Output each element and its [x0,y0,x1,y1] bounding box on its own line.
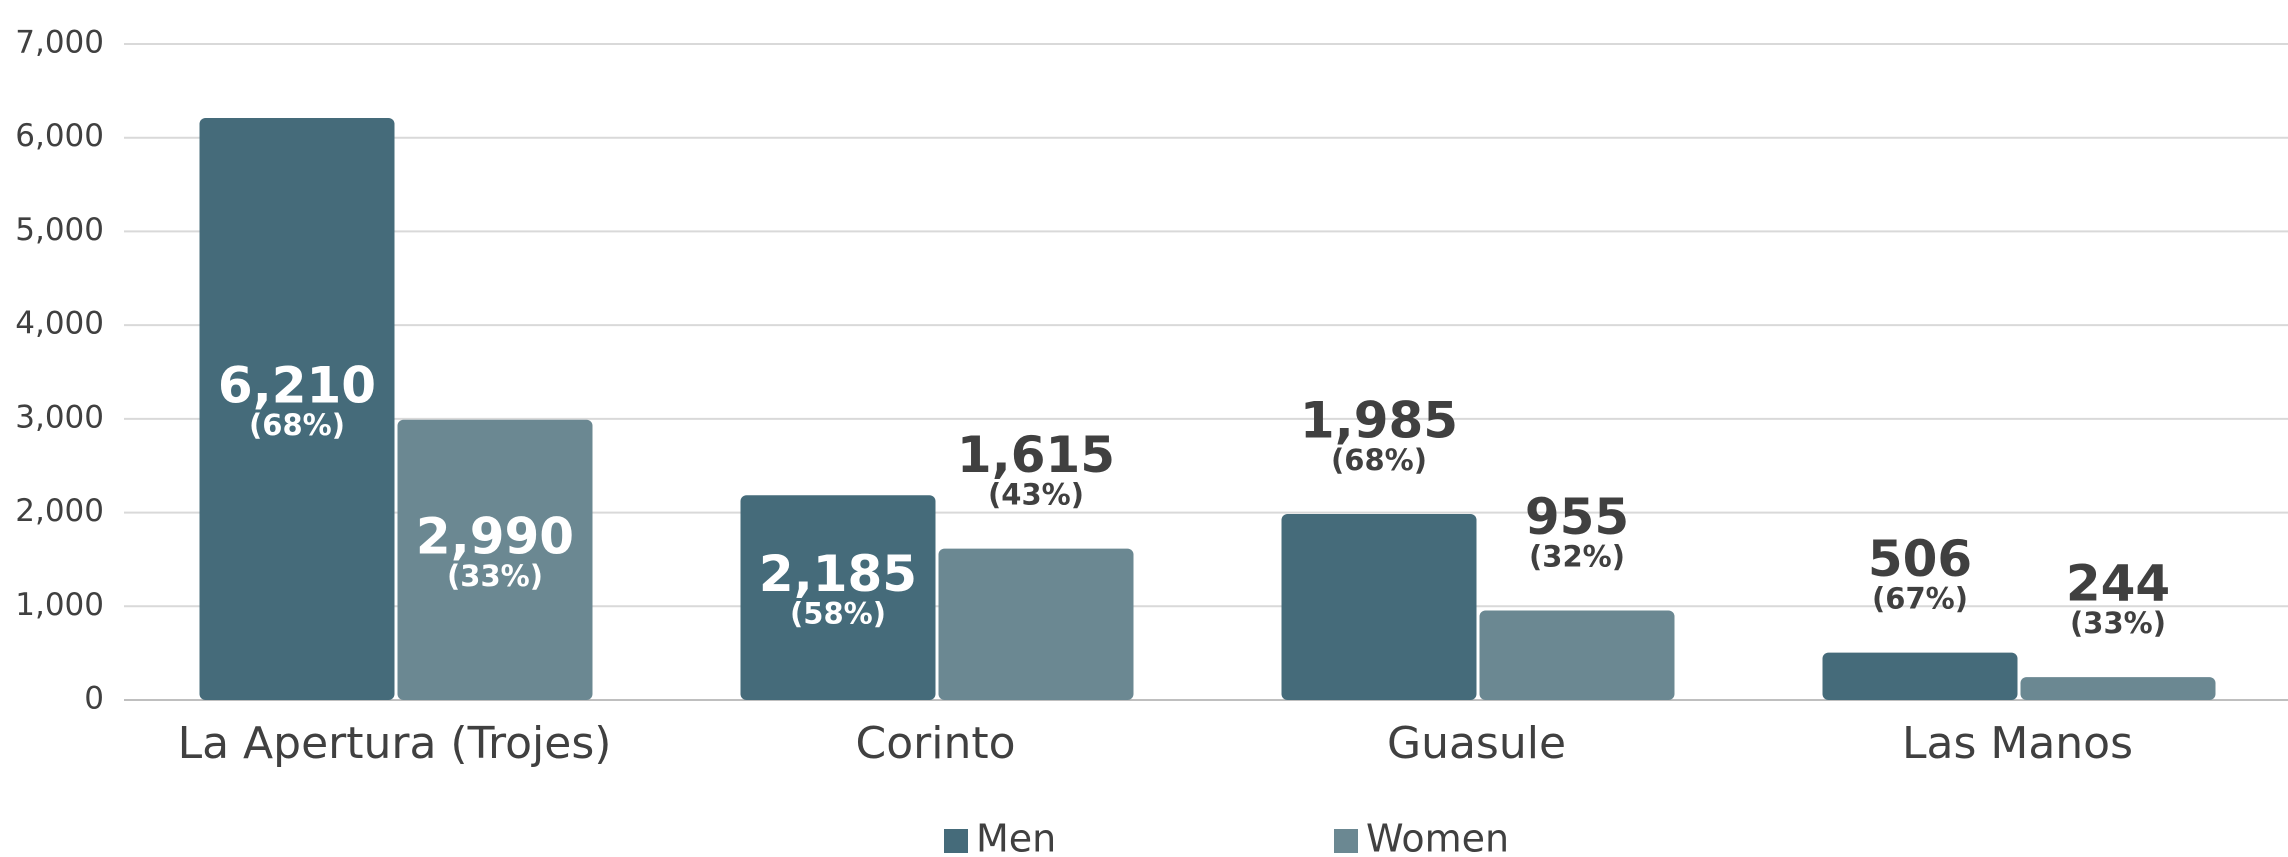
share-label: (33%) [447,559,543,593]
y-tick-label: 3,000 [15,399,104,435]
y-tick-label: 2,000 [15,493,104,529]
share-label: (68%) [249,408,345,442]
legend-label: Women [1366,817,1509,857]
bar [397,419,593,700]
y-tick-label: 5,000 [15,212,104,248]
x-tick-label: Corinto [855,718,1015,769]
x-tick-label: La Apertura (Trojes) [178,718,612,769]
legend-swatch [1334,829,1358,853]
y-tick-label: 6,000 [15,118,104,154]
value-label: 6,210 [218,357,376,415]
y-tick-label: 0 [84,681,104,717]
legend-label: Men [976,817,1056,857]
y-tick-label: 4,000 [15,306,104,342]
value-label: 244 [2066,555,2170,613]
y-tick-label: 7,000 [15,25,104,61]
share-label: (43%) [988,478,1084,512]
share-label: (58%) [790,597,886,631]
share-label: (33%) [2070,606,2166,640]
bar [1281,513,1477,700]
value-label: 1,615 [957,426,1115,484]
value-label: 2,990 [416,507,574,565]
y-tick-label: 1,000 [15,587,104,623]
x-tick-label: Guasule [1387,718,1566,769]
value-label: 1,985 [1300,391,1458,449]
share-label: (67%) [1872,582,1968,616]
bar [1822,652,2018,700]
legend-swatch [944,829,968,853]
bar [740,495,936,700]
value-label: 2,185 [759,545,917,603]
x-tick-label: Las Manos [1902,718,2133,769]
value-label: 955 [1525,488,1629,546]
share-label: (32%) [1529,540,1625,574]
bar [1479,610,1675,700]
value-label: 506 [1868,530,1972,588]
bar [938,548,1134,700]
bar [2020,677,2216,700]
share-label: (68%) [1331,443,1427,477]
bar [199,118,395,700]
